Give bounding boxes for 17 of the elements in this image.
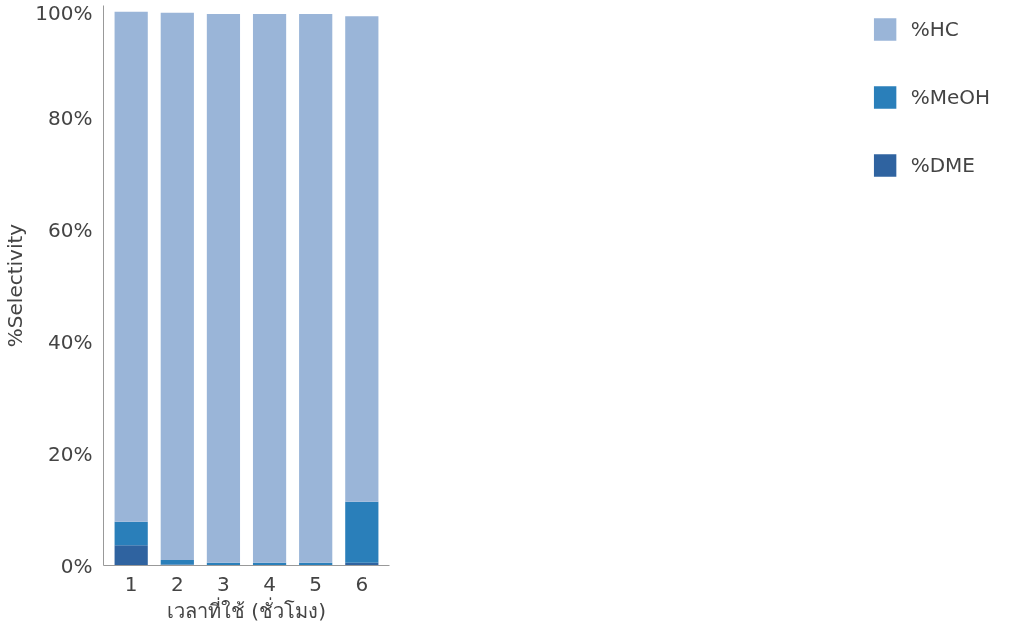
x-tick-label: 2 [170,571,184,596]
x-tick-label: 5 [309,571,323,596]
x-tick-label: 4 [263,571,276,596]
y-tick-label: 80% [48,105,93,130]
legend-label: %MeOH [910,85,990,109]
x-axis-title: เวลาที่ใช้ (ชั่วโมง) [167,596,326,623]
y-tick-label: 40% [48,329,93,354]
x-tick-label: 1 [124,571,138,596]
x-tick-label: 6 [355,571,369,596]
x-tick-label: 3 [217,571,230,596]
y-tick-label: 20% [48,441,93,466]
y-tick-label: 100% [35,0,93,25]
legend-label: %DME [910,153,975,177]
y-axis-title: %Selectivity [3,223,28,348]
legend-label: %HC [910,17,959,41]
y-tick-label: 0% [60,553,93,578]
y-tick-label: 60% [48,217,93,242]
